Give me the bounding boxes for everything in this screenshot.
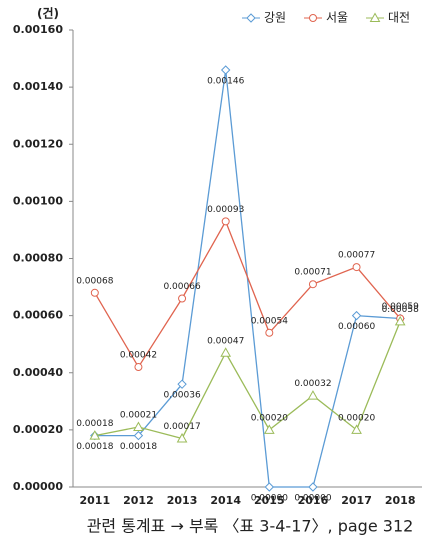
value-label: 0.00000	[251, 494, 288, 504]
value-label: 0.00066	[163, 282, 200, 292]
marker	[89, 430, 101, 440]
value-label: 0.00020	[338, 413, 375, 423]
value-label: 0.00018	[76, 419, 113, 429]
marker	[307, 390, 319, 400]
marker	[309, 14, 317, 22]
marker	[177, 379, 187, 389]
x-tick-label: 2013	[167, 494, 198, 507]
value-label: 0.00018	[120, 442, 157, 452]
x-tick-label: 2018	[385, 494, 416, 507]
series-line	[94, 321, 401, 440]
marker	[133, 430, 144, 441]
value-label: 0.00017	[163, 422, 200, 432]
x-tick-label: 2016	[298, 494, 329, 507]
value-label: 0.00071	[294, 268, 331, 278]
value-label: 0.00018	[76, 442, 113, 452]
y-tick-label: 0.00140	[13, 80, 63, 93]
marker	[369, 12, 381, 22]
marker	[221, 217, 230, 226]
value-label: 0.00042	[120, 351, 157, 361]
marker	[133, 421, 144, 432]
value-label: 0.00000	[294, 494, 331, 504]
marker	[264, 482, 275, 492]
y-tick-label: 0.00080	[13, 252, 63, 265]
marker	[220, 65, 231, 75]
marker	[178, 294, 187, 303]
x-tick-label: 2012	[123, 494, 154, 507]
value-label: 0.00032	[294, 379, 331, 389]
value-label: 0.00036	[163, 391, 200, 401]
x-tick-label: 2015	[254, 494, 285, 507]
value-label: 0.00093	[207, 205, 244, 215]
marker	[351, 424, 362, 434]
value-label: 0.00054	[251, 316, 288, 326]
value-label: 0.00068	[76, 276, 113, 286]
marker	[263, 424, 275, 434]
marker	[265, 328, 274, 337]
value-label: 0.00021	[120, 411, 157, 421]
legend-label: 대전	[388, 11, 410, 25]
marker	[90, 288, 99, 297]
x-tick-label: 2014	[210, 494, 241, 507]
legend-label: 강원	[264, 11, 286, 25]
y-tick-label: 0.00040	[13, 366, 63, 379]
y-tick-label: 0.00000	[13, 480, 63, 493]
marker	[308, 280, 317, 289]
marker	[246, 13, 256, 23]
marker	[394, 315, 406, 326]
marker	[351, 310, 362, 321]
marker	[176, 432, 188, 443]
y-tick-label: 0.00020	[13, 423, 63, 436]
marker	[308, 482, 318, 492]
unit-label: (건)	[37, 6, 59, 21]
x-tick-label: 2017	[341, 494, 372, 507]
y-tick-label: 0.00160	[13, 23, 63, 36]
marker	[220, 347, 232, 357]
x-tick-label: 2011	[80, 494, 111, 507]
marker	[134, 363, 143, 372]
y-tick-label: 0.00120	[13, 137, 63, 150]
legend-label: 서울	[326, 11, 348, 25]
value-label: 0.00059	[382, 302, 419, 312]
marker	[352, 263, 361, 272]
value-label: 0.00060	[338, 322, 375, 332]
value-label: 0.00020	[251, 413, 288, 423]
value-label: 0.00077	[338, 251, 375, 261]
y-tick-label: 0.00060	[13, 309, 63, 322]
footer: 관련 통계표 → 부록 〈표 3-4-17〉, page 312	[87, 517, 414, 536]
series-line	[94, 219, 401, 369]
y-tick-label: 0.00100	[13, 194, 63, 207]
value-label: 0.00047	[207, 336, 244, 346]
value-label: 0.00146	[207, 76, 244, 86]
value-label: 0.00058	[382, 305, 419, 315]
